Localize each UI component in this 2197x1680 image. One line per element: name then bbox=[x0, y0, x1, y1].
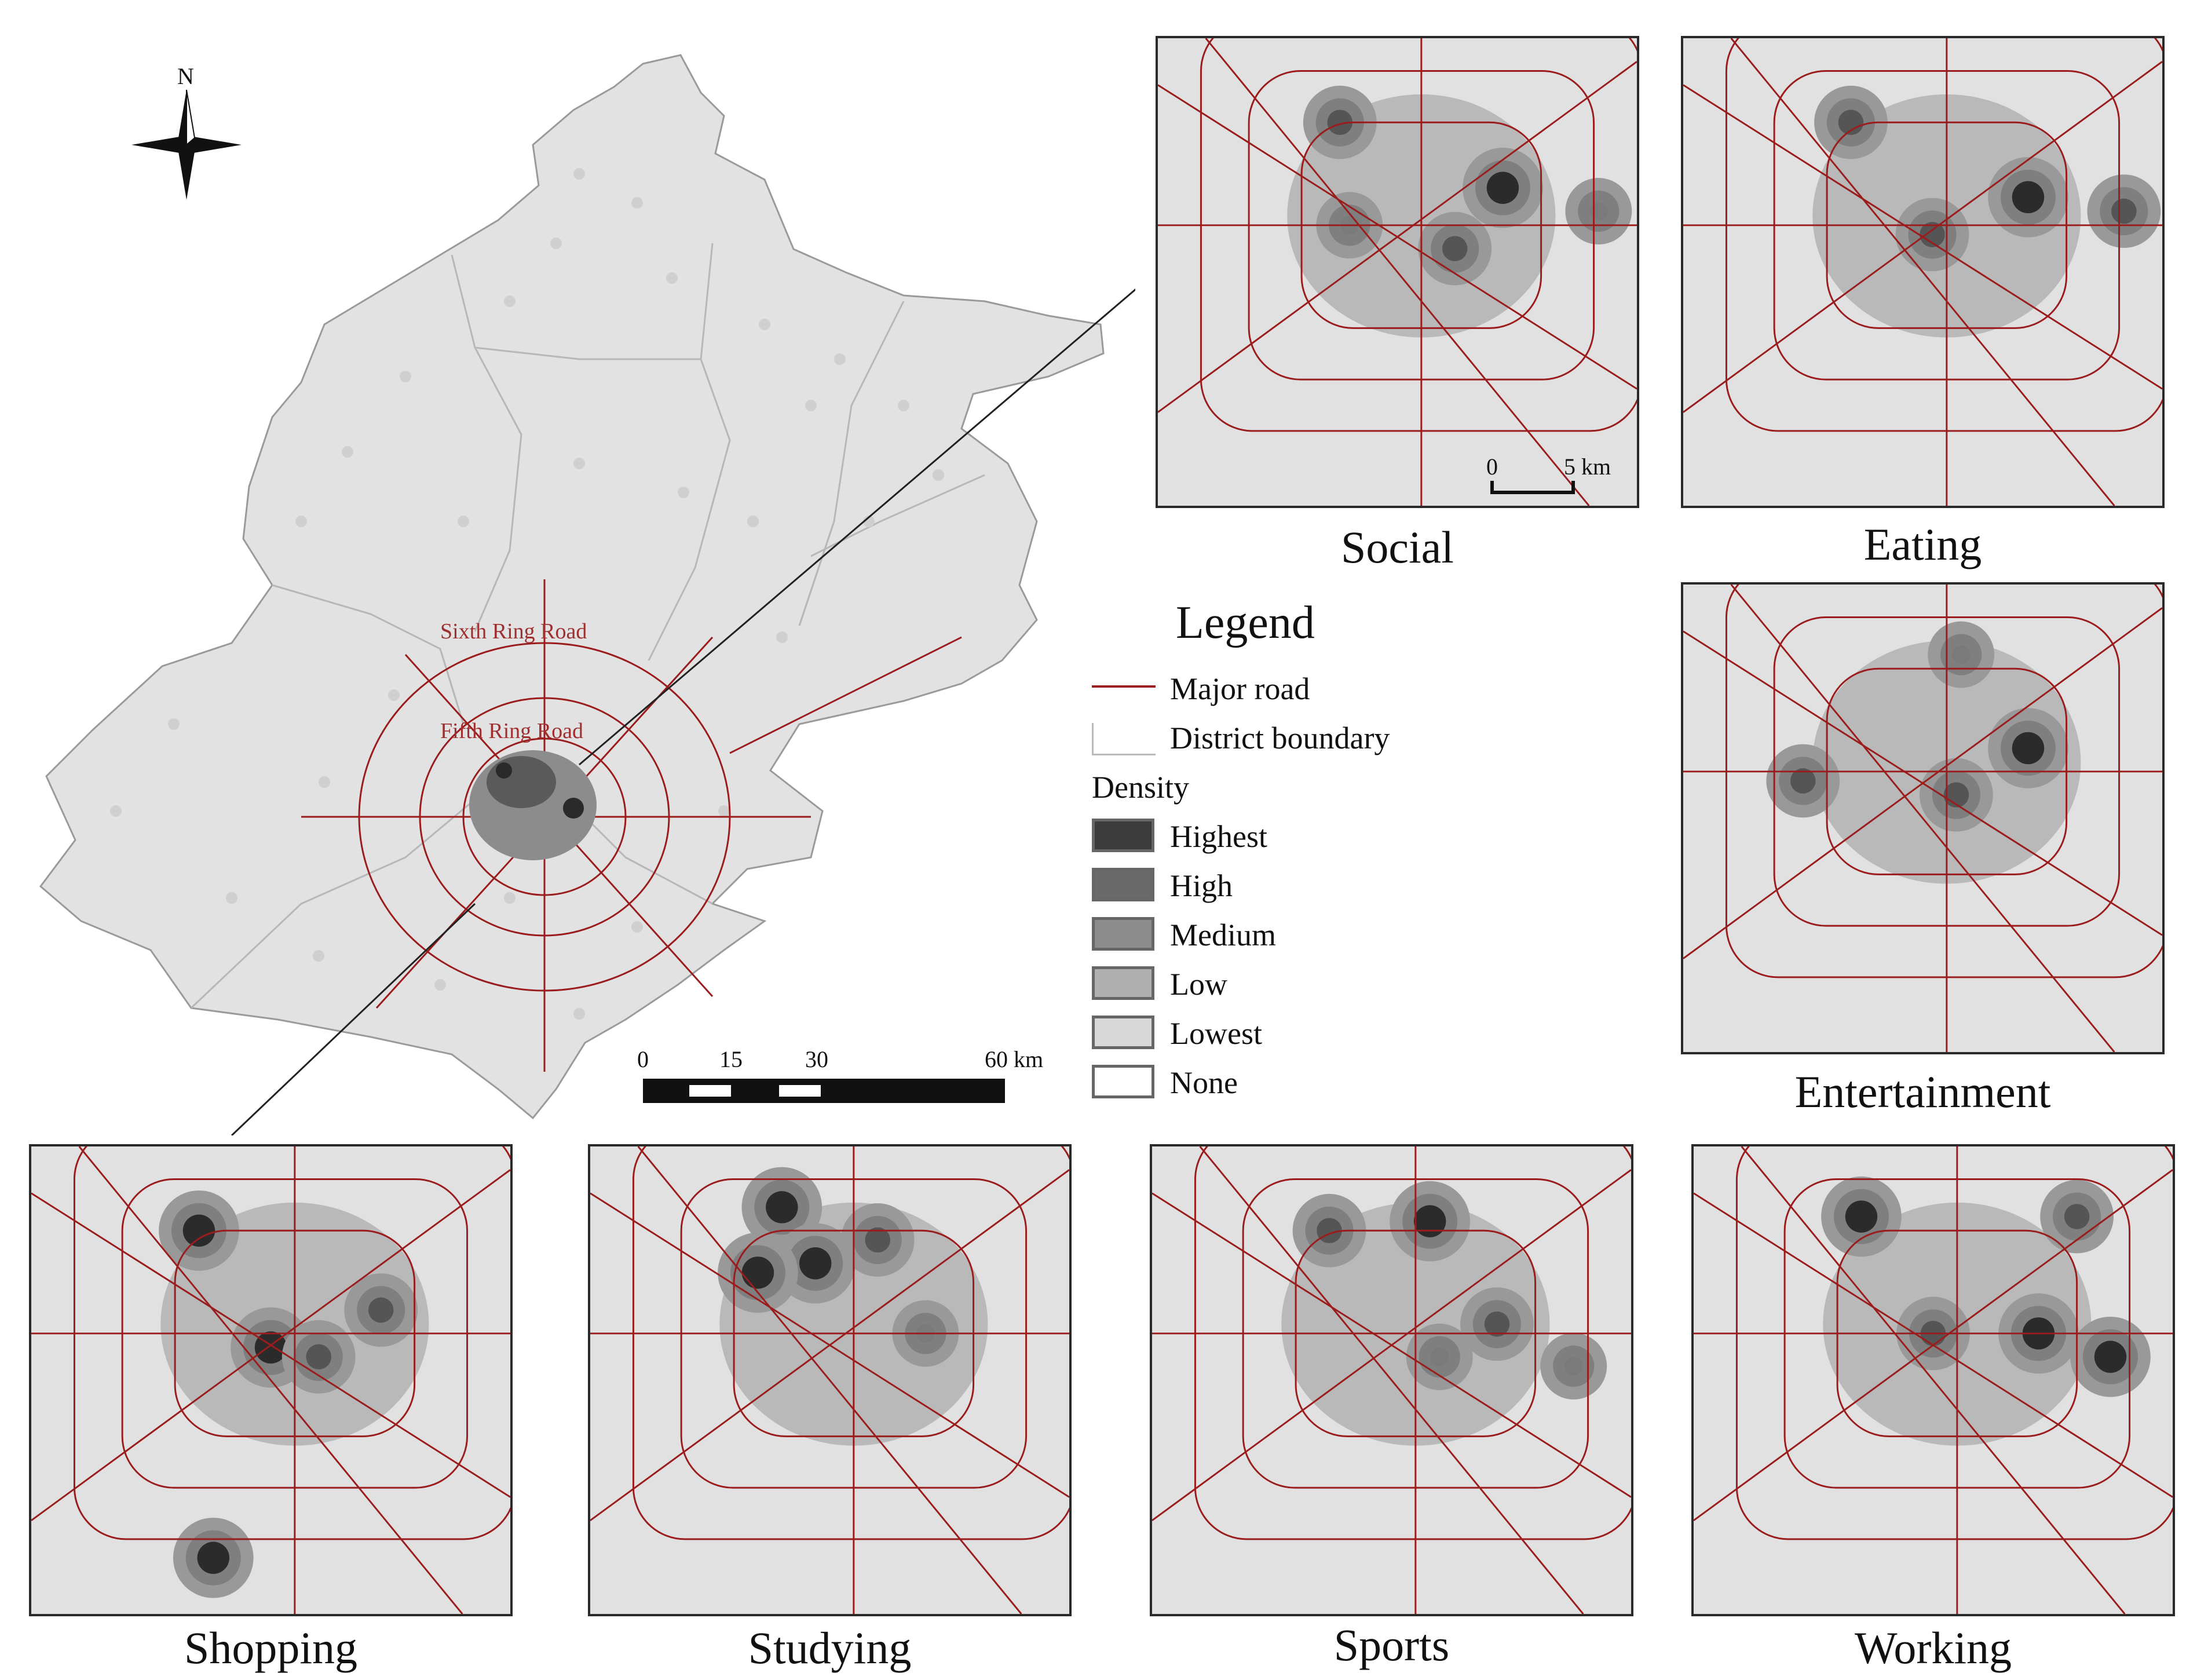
density-label-medium: Medium bbox=[1170, 917, 1276, 953]
panel-map bbox=[1158, 38, 1637, 506]
ring-label-fifth: Fifth Ring Road bbox=[440, 718, 583, 744]
main-scale-bar bbox=[643, 1079, 1005, 1103]
panel-map bbox=[1683, 585, 2162, 1052]
density-hotspot bbox=[1564, 1357, 1583, 1375]
main-scale-label-0: 0 bbox=[637, 1046, 649, 1073]
density-hotspot bbox=[368, 1298, 394, 1323]
density-hotspot bbox=[799, 1247, 831, 1279]
panel-shopping bbox=[29, 1144, 513, 1616]
density-hotspot bbox=[198, 1542, 229, 1573]
panel-sports bbox=[1150, 1144, 1633, 1616]
density-label-high: High bbox=[1170, 868, 1233, 904]
panel-studying bbox=[588, 1144, 1072, 1616]
beijing-outline bbox=[41, 55, 1103, 1118]
beijing-map bbox=[0, 0, 1135, 1135]
density-swatch-lowest bbox=[1092, 1016, 1154, 1049]
central-density-cluster bbox=[469, 750, 597, 860]
density-hotspot bbox=[766, 1191, 798, 1223]
density-hotspot bbox=[2012, 732, 2044, 764]
main-map: N Sixth Ring Road Fifth Ring Road 0 15 3… bbox=[0, 0, 1135, 1135]
density-hotspot bbox=[1442, 236, 1468, 261]
density-label-none: None bbox=[1170, 1065, 1238, 1101]
north-label: N bbox=[177, 63, 194, 90]
panel-social bbox=[1156, 36, 1639, 508]
caption-studying: Studying bbox=[588, 1622, 1072, 1674]
north-arrow-icon bbox=[131, 90, 242, 200]
density-label-highest: Highest bbox=[1170, 819, 1267, 854]
legend-district-boundary: District boundary bbox=[1170, 720, 1390, 756]
panel-map bbox=[590, 1146, 1069, 1614]
caption-entertainment: Entertainment bbox=[1681, 1066, 2165, 1118]
main-scale-label-30: 30 bbox=[805, 1046, 828, 1073]
district-boundary-icon bbox=[1092, 723, 1156, 755]
main-scale-label-15: 15 bbox=[719, 1046, 743, 1073]
caption-eating: Eating bbox=[1681, 518, 2165, 571]
density-hotspot bbox=[1589, 202, 1608, 221]
density-swatch-medium bbox=[1092, 917, 1154, 951]
density-hotspot bbox=[306, 1344, 331, 1369]
density-hotspot bbox=[1487, 172, 1519, 204]
density-swatch-high bbox=[1092, 868, 1154, 901]
density-hotspot bbox=[2094, 1341, 2126, 1372]
panel-map bbox=[1683, 38, 2162, 506]
density-label-lowest: Lowest bbox=[1170, 1016, 1262, 1051]
caption-social: Social bbox=[1156, 521, 1639, 574]
density-hotspot bbox=[1845, 1200, 1877, 1232]
legend-title: Legend bbox=[1176, 597, 1315, 649]
panel-map bbox=[1694, 1146, 2173, 1614]
density-hotspot bbox=[183, 1215, 215, 1247]
density-swatch-none bbox=[1092, 1065, 1154, 1098]
social-scale-bar bbox=[1490, 480, 1577, 497]
legend-major-road: Major road bbox=[1170, 671, 1310, 707]
caption-sports: Sports bbox=[1150, 1619, 1633, 1671]
panel-map bbox=[31, 1146, 510, 1614]
social-scale-label-5: 5 km bbox=[1564, 453, 1611, 480]
main-scale-label-60: 60 km bbox=[985, 1046, 1043, 1073]
density-swatch-highest bbox=[1092, 819, 1154, 852]
panel-entertainment bbox=[1681, 582, 2165, 1054]
density-title: Density bbox=[1092, 769, 1189, 805]
panel-eating bbox=[1681, 36, 2165, 508]
density-hotspot bbox=[2111, 199, 2137, 224]
density-swatch-low bbox=[1092, 966, 1154, 1000]
panel-map bbox=[1152, 1146, 1631, 1614]
density-hotspot bbox=[1414, 1205, 1446, 1237]
panel-working bbox=[1691, 1144, 2175, 1616]
ring-label-sixth: Sixth Ring Road bbox=[440, 619, 587, 644]
density-label-low: Low bbox=[1170, 966, 1227, 1002]
caption-shopping: Shopping bbox=[29, 1622, 513, 1674]
social-scale-label-0: 0 bbox=[1486, 453, 1498, 480]
density-hotspot bbox=[1952, 645, 1971, 664]
density-hotspot bbox=[1430, 1347, 1449, 1366]
caption-working: Working bbox=[1691, 1622, 2175, 1674]
major-road-icon bbox=[1092, 681, 1156, 692]
density-hotspot bbox=[2012, 181, 2044, 213]
density-hotspot bbox=[2064, 1204, 2090, 1229]
density-hotspot bbox=[742, 1257, 774, 1288]
